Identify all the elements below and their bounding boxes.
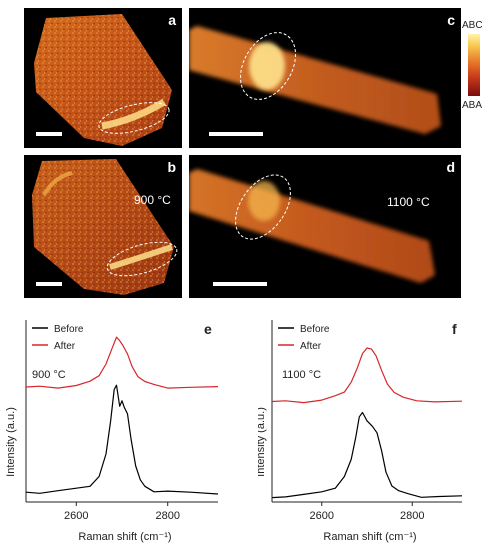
scale-bar-a (36, 132, 62, 136)
temperature-label-d: 1100 °C (387, 195, 430, 209)
series-line-e-before (25, 384, 219, 495)
raman-map-panel-b: b 900 °C (24, 155, 182, 298)
series-line-f-before (271, 411, 463, 499)
ylabel-f: Intensity (a.u.) (258, 407, 267, 477)
annotation-f: 1100 °C (282, 369, 321, 381)
panel-letter-a: a (168, 12, 176, 28)
raman-map-panel-d: d 1100 °C (189, 155, 461, 298)
temperature-label-b: 900 °C (134, 193, 171, 207)
panel-letter-b: b (167, 159, 176, 175)
x-tick-label-e-0: 2600 (64, 510, 88, 522)
flake-map-b (32, 159, 178, 295)
legend-label-e-after: After (54, 341, 76, 352)
ribbon-map-d (189, 169, 435, 283)
xlabel-e: Raman shift (cm⁻¹) (78, 531, 171, 543)
colorbar-top-label: ABC (462, 20, 483, 31)
annotation-e: 900 °C (32, 369, 66, 381)
x-tick-label-f-0: 2600 (310, 510, 334, 522)
series-line-f-after (271, 347, 463, 404)
colorbar-bottom-label: ABA (462, 100, 483, 111)
raman-spectrum-chart-f: Intensity (a.u.) 2600 2800 Before After Ram… (258, 320, 463, 543)
legend-label-f-before: Before (300, 324, 330, 335)
flake-map-a (34, 14, 172, 146)
legend-label-e-before: Before (54, 324, 84, 335)
panel-letter-c: c (447, 12, 455, 28)
raman-map-panel-a: a (24, 8, 182, 148)
series-line-e-after (25, 336, 219, 389)
panel-letter-f: f (452, 321, 457, 337)
scale-bar-b (36, 282, 62, 286)
scale-bar-c (209, 132, 263, 136)
panel-letter-e: e (204, 321, 212, 337)
xlabel-f: Raman shift (cm⁻¹) (323, 531, 416, 543)
ribbon-map-c (189, 26, 441, 134)
legend-label-f-after: After (300, 341, 322, 352)
scale-bar-d (213, 282, 267, 286)
colorbar (468, 34, 480, 96)
raman-map-panel-c: c (189, 8, 461, 148)
raman-spectrum-chart-e: Intensity (a.u.) 2600 2800 Before After Ram… (5, 320, 219, 543)
x-tick-label-e-1: 2800 (155, 510, 179, 522)
panel-letter-d: d (446, 159, 455, 175)
ylabel-e: Intensity (a.u.) (5, 407, 17, 477)
x-tick-label-f-1: 2800 (400, 510, 424, 522)
